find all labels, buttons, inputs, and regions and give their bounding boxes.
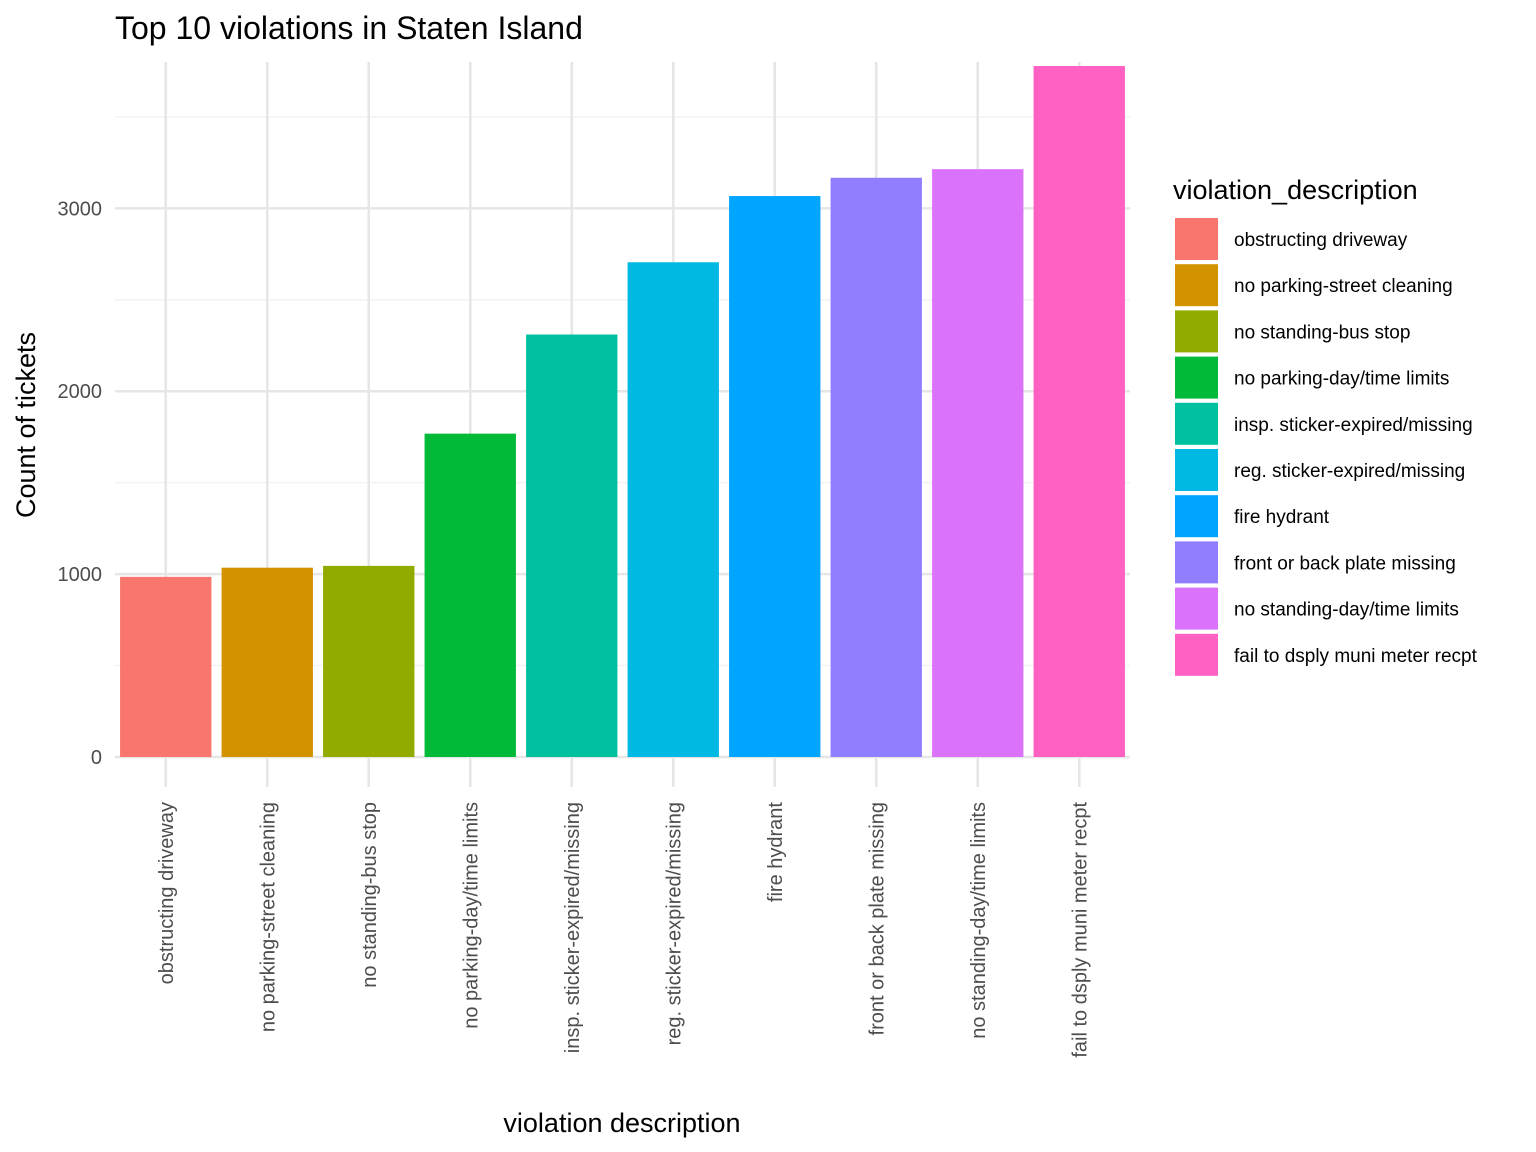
legend-label: fire hydrant [1234, 507, 1330, 528]
x-axis-title: violation description [503, 1108, 740, 1138]
bar-6 [628, 262, 719, 757]
x-tick-label: no standing-bus stop [359, 802, 381, 988]
x-tick-label: fire hydrant [765, 802, 787, 902]
legend-label: insp. sticker-expired/missing [1234, 415, 1473, 436]
y-tick-label: 3000 [58, 198, 103, 220]
y-tick-label: 2000 [58, 381, 103, 403]
legend-key-10 [1175, 634, 1218, 676]
chart-title: Top 10 violations in Staten Island [115, 10, 583, 46]
y-axis-title: Count of tickets [11, 332, 41, 518]
x-axis-ticks: obstructing driveway no parking-street cl… [156, 802, 1092, 1058]
legend-label: obstructing driveway [1234, 230, 1408, 251]
legend-key-6 [1175, 449, 1218, 491]
y-tick-label: 1000 [58, 564, 103, 586]
x-tick-label: fail to dsply muni meter recpt [1069, 802, 1091, 1058]
bar-4 [425, 434, 516, 757]
legend-label: no standing-day/time limits [1234, 600, 1459, 621]
bar-1 [120, 577, 211, 757]
legend-key-9 [1175, 588, 1218, 630]
bar-9 [932, 169, 1023, 757]
bar-2 [222, 568, 313, 757]
legend-key-1 [1175, 218, 1218, 260]
bar-3 [323, 566, 414, 757]
bar-10 [1034, 66, 1125, 757]
y-axis-ticks: 0 1000 2000 3000 [58, 198, 103, 769]
legend: obstructing driveway no parking-street cl… [1175, 218, 1478, 676]
legend-key-5 [1175, 403, 1218, 445]
legend-label: no standing-bus stop [1234, 322, 1410, 343]
legend-key-3 [1175, 310, 1218, 352]
legend-title: violation_description [1173, 175, 1418, 205]
legend-label: reg. sticker-expired/missing [1234, 461, 1465, 482]
x-tick-label: no standing-day/time limits [968, 802, 990, 1039]
x-tick-label: insp. sticker-expired/missing [562, 802, 584, 1053]
x-tick-label: obstructing driveway [156, 802, 178, 984]
legend-key-8 [1175, 541, 1218, 583]
legend-label: fail to dsply muni meter recpt [1234, 646, 1478, 667]
legend-key-7 [1175, 495, 1218, 537]
bars [120, 66, 1125, 757]
legend-label: no parking-day/time limits [1234, 369, 1449, 390]
legend-label: front or back plate missing [1234, 553, 1456, 574]
x-tick-label: no parking-street cleaning [257, 802, 279, 1032]
x-tick-label: front or back plate missing [866, 802, 888, 1035]
y-tick-label: 0 [91, 747, 102, 769]
x-tick-label: reg. sticker-expired/missing [663, 802, 685, 1045]
legend-label: no parking-street cleaning [1234, 276, 1453, 297]
bar-8 [831, 178, 922, 757]
bar-7 [729, 196, 820, 757]
bar-5 [526, 335, 617, 757]
x-tick-label: no parking-day/time limits [460, 802, 482, 1029]
legend-key-2 [1175, 264, 1218, 306]
legend-key-4 [1175, 357, 1218, 399]
